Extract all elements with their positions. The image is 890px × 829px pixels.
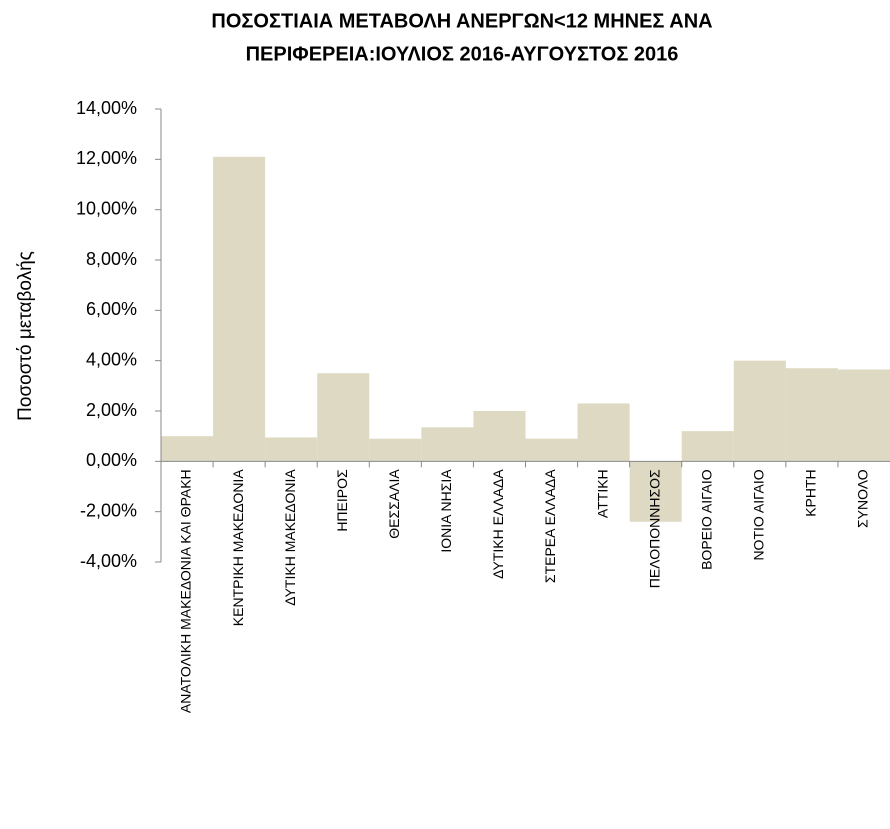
bar [629, 461, 682, 522]
bar [473, 411, 526, 462]
x-tick-label: ΘΕΣΣΑΛΙΑ [386, 469, 402, 539]
y-tick-label: 4,00% [86, 349, 137, 369]
y-tick-label: 14,00% [76, 98, 137, 118]
y-tick-label: 8,00% [86, 249, 137, 269]
bar [733, 360, 786, 462]
y-tick-label: 2,00% [86, 400, 137, 420]
bar [837, 369, 890, 462]
x-tick-label: ΑΝΑΤΟΛΙΚΗ ΜΑΚΕΔΟΝΙΑ ΚΑΙ ΘΡΑΚΗ [178, 469, 194, 713]
x-tick-label: ΝΟΤΙΟ ΑΙΓΑΙΟ [751, 469, 767, 560]
x-tick-label: ΣΥΝΟΛΟ [855, 469, 871, 528]
y-tick-label: -4,00% [80, 551, 137, 571]
chart-title: ΠΕΡΙΦΕΡΕΙΑ:ΙΟΥΛΙΟΣ 2016-ΑΥΓΟΥΣΤΟΣ 2016 [246, 43, 679, 65]
y-tick-label: 10,00% [76, 198, 137, 218]
bar [213, 156, 266, 462]
x-tick-label: ΔΥΤΙΚΗ ΜΑΚΕΔΟΝΙΑ [282, 469, 298, 606]
bar [161, 436, 214, 462]
x-tick-label: ΒΟΡΕΙΟ ΑΙΓΑΙΟ [698, 469, 714, 570]
bar [265, 437, 318, 462]
bar [317, 373, 370, 462]
y-tick-label: 0,00% [86, 450, 137, 470]
x-tick-label: ΑΤΤΙΚΗ [594, 469, 610, 518]
x-tick-label: ΔΥΤΙΚΗ ΕΛΛΑΔΑ [490, 469, 506, 579]
bar [681, 431, 734, 462]
bar [577, 403, 630, 462]
bar [369, 438, 422, 462]
x-tick-label: ΚΡΗΤΗ [803, 469, 819, 516]
x-tick-label: ΣΤΕΡΕΑ ΕΛΛΑΔΑ [542, 469, 558, 583]
bar [785, 368, 838, 462]
x-tick-label: ΗΠΕΙΡΟΣ [334, 469, 350, 532]
x-tick-label: ΙΟΝΙΑ ΝΗΣΙΑ [438, 469, 454, 553]
bar [525, 438, 578, 462]
y-tick-label: -2,00% [80, 500, 137, 520]
x-tick-label: ΚΕΝΤΡΙΚΗ ΜΑΚΕΔΟΝΙΑ [230, 469, 246, 627]
y-tick-label: 12,00% [76, 148, 137, 168]
y-axis-label: Ποσοστό μεταβολής [15, 251, 36, 421]
y-tick-label: 6,00% [86, 299, 137, 319]
x-tick-label: ΠΕΛΟΠΟΝΝΗΣΟΣ [646, 469, 662, 588]
chart-title: ΠΟΣΟΣΤΙΑΙΑ ΜΕΤΑΒΟΛΗ ΑΝΕΡΓΩΝ<12 ΜΗΝΕΣ ΑΝΑ [211, 10, 712, 32]
bar [421, 427, 474, 462]
